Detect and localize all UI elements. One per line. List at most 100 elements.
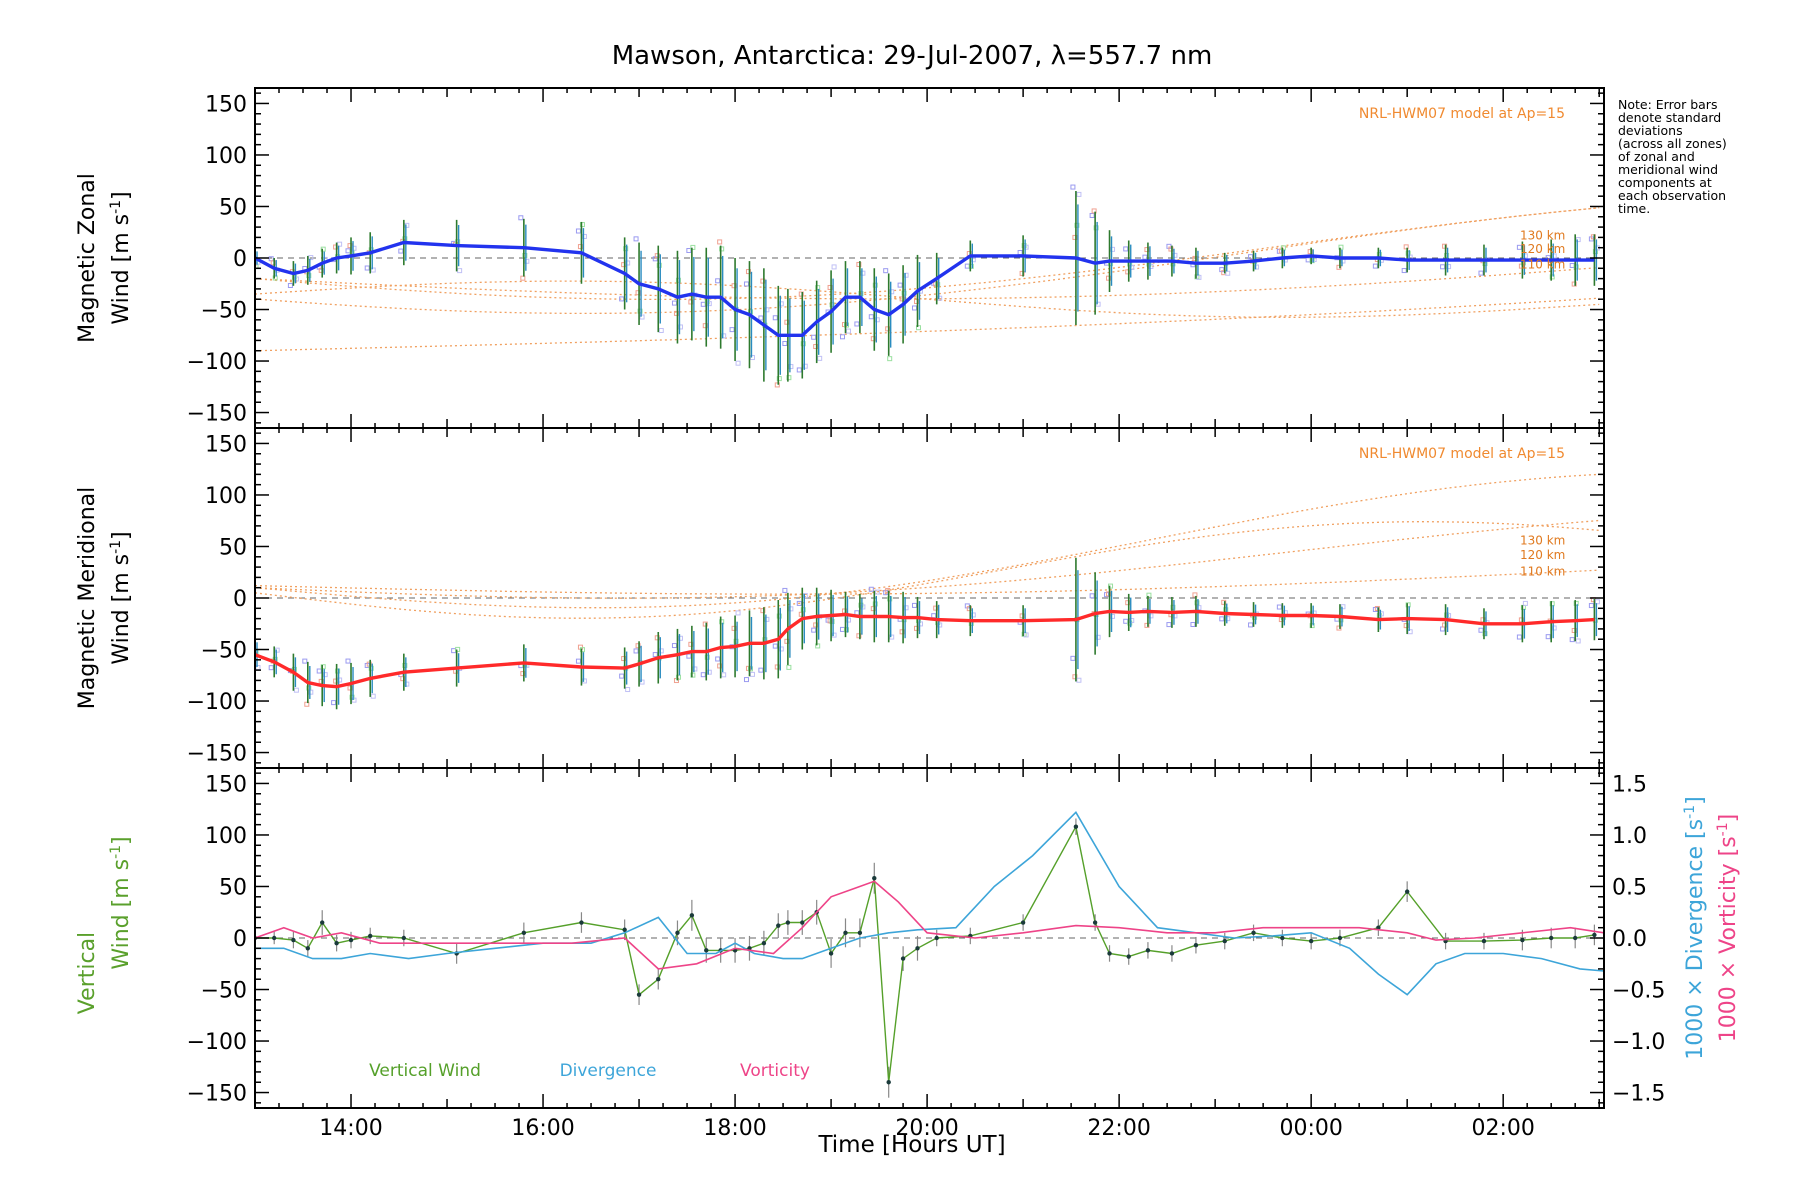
- zone-sample: [872, 601, 878, 607]
- zone-sample: [782, 341, 788, 347]
- vertical-wind-point: [656, 977, 661, 982]
- vertical-wind-point: [872, 876, 877, 881]
- y-axis-label-line2-part: ]: [109, 836, 134, 845]
- zone-sample: [1575, 237, 1581, 243]
- zone-sample: [639, 679, 645, 685]
- zone-sample: [1017, 249, 1023, 255]
- vertical-wind-point: [934, 935, 939, 941]
- vertical-wind-point: [886, 1080, 891, 1085]
- x-axis: 14:00 16:00 18:00 20:00 22:00 00:00 02:00: [319, 1116, 1535, 1141]
- zone-sample: [1072, 674, 1078, 680]
- zone-sample: [308, 689, 314, 695]
- y-tick-label: 150: [205, 432, 247, 457]
- legend-entry: Divergence: [560, 1061, 657, 1081]
- zone-sample: [1482, 631, 1488, 637]
- zone-sample: [402, 662, 408, 668]
- legend-entry: Vertical Wind: [369, 1061, 481, 1081]
- zone-sample: [843, 627, 849, 633]
- zone-sample: [903, 605, 909, 611]
- vertical-wind-point: [401, 935, 407, 941]
- model-altitude-label: 130 km: [1520, 228, 1565, 242]
- zone-sample: [966, 606, 972, 612]
- zone-sample: [1573, 264, 1579, 270]
- zone-sample: [889, 289, 895, 295]
- y-tick-label: −100: [187, 690, 247, 715]
- zone-sample: [839, 334, 845, 340]
- vertical-wind-point: [1126, 954, 1131, 959]
- zone-sample: [1571, 627, 1577, 633]
- zone-sample: [1446, 613, 1452, 619]
- zone-sample: [345, 658, 351, 664]
- zone-sample: [619, 296, 625, 302]
- zone-sample: [1223, 607, 1229, 613]
- zone-sample: [1276, 604, 1282, 610]
- zone-sample: [270, 260, 276, 266]
- zone-sample: [764, 616, 770, 622]
- zone-sample: [581, 678, 587, 684]
- zone-sample: [1196, 605, 1202, 611]
- vertical-wind-point: [1572, 935, 1578, 941]
- zone-sample: [1248, 622, 1254, 628]
- chart-title: Mawson, Antarctica: 29-Jul-2007, λ=557.7…: [612, 41, 1213, 71]
- zone-sample: [1588, 603, 1594, 609]
- vertical-wind-point: [800, 920, 805, 925]
- zone-sample: [1340, 604, 1346, 610]
- x-axis-label: Time [Hours UT]: [817, 1132, 1005, 1158]
- zone-sample: [1192, 592, 1198, 598]
- vertical-wind-point: [828, 951, 834, 956]
- zone-sample: [686, 248, 692, 254]
- model-curve: [255, 569, 1600, 595]
- vertical-wind-point: [1107, 951, 1112, 956]
- zone-sample: [451, 648, 457, 654]
- y-tick-label: −50: [201, 299, 247, 324]
- error-bar-note: Note: Error bars denote standard deviati…: [1618, 97, 1727, 216]
- zone-sample: [404, 681, 410, 687]
- zone-sample: [717, 239, 723, 245]
- zone-sample: [347, 685, 353, 691]
- vertical-wind-point: [1092, 920, 1098, 925]
- vertical-wind-point: [272, 935, 277, 941]
- zone-sample: [874, 589, 880, 595]
- right-axis-label-vorticity: 1000 × Vorticity [s-1]: [1715, 814, 1741, 1042]
- zone-sample: [749, 671, 755, 677]
- zone-sample: [1170, 604, 1176, 610]
- zone-sample: [817, 355, 823, 361]
- vertical-wind-point: [776, 923, 781, 928]
- zone-sample: [1446, 264, 1452, 270]
- zone-sample: [671, 643, 677, 649]
- zone-sample: [911, 305, 917, 311]
- y-axis-label-line2-part: Wind [m s: [109, 554, 134, 665]
- vertical-wind-point: [1308, 938, 1314, 944]
- zone-sample: [1549, 274, 1555, 280]
- zone-sample: [935, 282, 941, 288]
- zone-sample: [520, 275, 526, 281]
- zone-sample: [760, 608, 766, 614]
- zone-sample: [402, 236, 408, 242]
- vertical-wind-point: [1020, 920, 1026, 925]
- divergence-line: [255, 810, 1604, 996]
- zone-sample: [796, 367, 802, 373]
- right-y-tick-label: −1.0: [1612, 1030, 1665, 1055]
- zone-sample: [1192, 255, 1198, 261]
- zone-sample: [1551, 625, 1557, 631]
- zone-sample: [764, 307, 770, 313]
- zone-sample: [268, 665, 274, 671]
- zone-sample: [404, 222, 410, 228]
- zone-sample: [1575, 638, 1581, 644]
- zone-sample: [802, 593, 808, 599]
- right-y-tick-label: −1.5: [1612, 1082, 1665, 1107]
- zone-sample: [899, 296, 905, 302]
- y-tick-label: −100: [187, 350, 247, 375]
- vertical-wind-point: [1520, 937, 1525, 943]
- zone-sample: [719, 246, 725, 252]
- y-axis-label-line1: Vertical: [75, 932, 100, 1014]
- zone-sample: [318, 267, 324, 273]
- y-axis-label-line2-part: -1: [108, 540, 124, 554]
- y-axis-label-line1-part: Magnetic Zonal: [75, 173, 100, 343]
- zone-sample: [796, 600, 802, 606]
- zone-sample: [345, 248, 351, 254]
- zone-sample: [522, 252, 528, 258]
- zone-sample: [1516, 244, 1522, 250]
- vertical-wind-point: [1404, 889, 1410, 894]
